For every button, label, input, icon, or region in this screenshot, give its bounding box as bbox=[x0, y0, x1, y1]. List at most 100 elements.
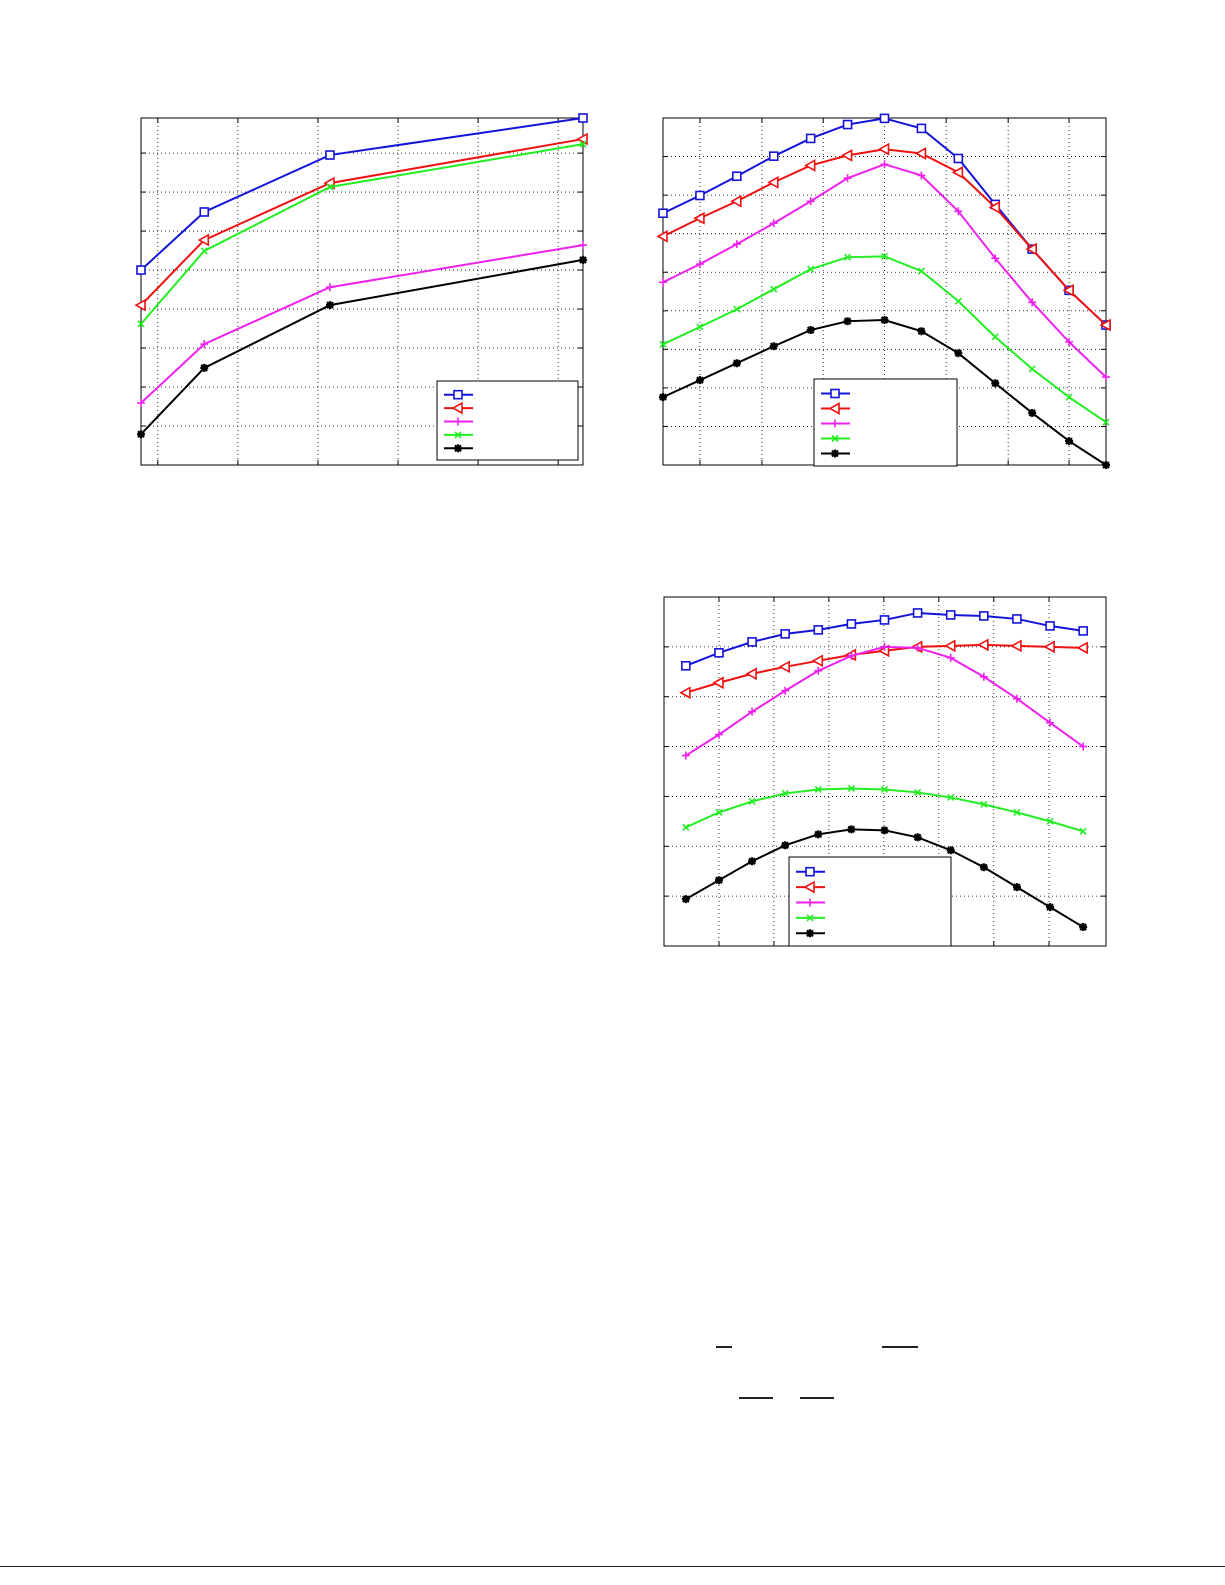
marker-star bbox=[732, 359, 741, 368]
marker-plus bbox=[1046, 718, 1055, 727]
marker-plus bbox=[1028, 298, 1037, 307]
series-line bbox=[140, 138, 584, 306]
marker-star bbox=[806, 929, 814, 938]
marker-plus bbox=[1102, 373, 1110, 382]
marker-triangle bbox=[134, 298, 146, 312]
marker-triangle bbox=[730, 194, 742, 208]
marker-x bbox=[137, 320, 145, 328]
marker-plus bbox=[781, 686, 790, 695]
marker-plus bbox=[806, 898, 814, 907]
marker-triangle bbox=[828, 402, 840, 415]
marker-triangle bbox=[693, 211, 705, 225]
marker-star bbox=[748, 857, 757, 866]
series-4 bbox=[137, 140, 587, 328]
marker-square bbox=[879, 113, 890, 124]
marker-plus bbox=[843, 174, 852, 183]
marker-x bbox=[1065, 393, 1073, 401]
marker-square bbox=[325, 150, 335, 160]
series-3 bbox=[659, 160, 1110, 382]
marker-square bbox=[747, 637, 757, 647]
marker-triangle bbox=[745, 667, 757, 681]
marker-plus bbox=[1012, 694, 1021, 703]
marker-square bbox=[830, 388, 840, 399]
marker-star bbox=[137, 430, 145, 439]
marker-triangle bbox=[451, 401, 463, 415]
marker-plus bbox=[946, 653, 955, 662]
marker-plus bbox=[979, 672, 988, 681]
marker-x bbox=[748, 797, 756, 805]
marker-square bbox=[578, 113, 588, 123]
marker-plus bbox=[806, 197, 815, 206]
legend bbox=[788, 856, 952, 947]
series-5 bbox=[681, 825, 1088, 932]
marker-x bbox=[1013, 808, 1021, 816]
marker-x bbox=[947, 793, 955, 801]
marker-star bbox=[681, 895, 690, 904]
marker-plus bbox=[1079, 742, 1088, 751]
legend bbox=[813, 378, 958, 467]
marker-plus bbox=[714, 730, 723, 739]
marker-square bbox=[842, 119, 853, 130]
marker-plus bbox=[137, 399, 145, 408]
marker-x bbox=[200, 247, 208, 255]
series-5 bbox=[659, 316, 1110, 469]
chart-2 bbox=[656, 113, 1111, 469]
marker-triangle bbox=[988, 201, 1001, 214]
marker-triangle bbox=[778, 660, 790, 674]
series-line bbox=[140, 143, 584, 325]
marker-star bbox=[806, 326, 815, 335]
marker-triangle bbox=[1099, 318, 1111, 332]
marker-square bbox=[813, 625, 824, 635]
fraction-bar bbox=[716, 1346, 732, 1348]
series-line bbox=[140, 244, 584, 404]
marker-plus bbox=[454, 417, 462, 426]
marker-plus bbox=[579, 241, 587, 250]
marker-plus bbox=[748, 707, 757, 716]
marker-triangle bbox=[811, 654, 824, 668]
marker-star bbox=[714, 876, 723, 885]
marker-square bbox=[199, 207, 210, 217]
marker-square bbox=[912, 608, 923, 618]
marker-star bbox=[695, 376, 704, 385]
marker-plus bbox=[325, 283, 334, 292]
marker-square bbox=[768, 151, 779, 161]
marker-square bbox=[681, 661, 691, 671]
marker-x bbox=[781, 789, 789, 798]
marker-plus bbox=[1065, 338, 1074, 347]
marker-square bbox=[1012, 614, 1022, 624]
marker-square bbox=[136, 265, 146, 275]
marker-plus bbox=[732, 240, 741, 249]
marker-plus bbox=[200, 340, 209, 349]
marker-x bbox=[980, 800, 988, 808]
marker-plus bbox=[954, 207, 963, 216]
series-2 bbox=[656, 142, 1111, 332]
marker-x bbox=[696, 323, 704, 331]
marker-plus bbox=[695, 260, 704, 269]
marker-star bbox=[769, 342, 778, 351]
marker-star bbox=[913, 833, 922, 842]
marker-triangle bbox=[840, 149, 853, 162]
fraction-bar bbox=[882, 1346, 918, 1348]
marker-triangle bbox=[944, 639, 956, 653]
marker-triangle bbox=[1076, 641, 1088, 655]
marker-x bbox=[1102, 418, 1110, 426]
marker-star bbox=[1102, 461, 1110, 469]
marker-x bbox=[880, 785, 889, 794]
marker-star bbox=[831, 449, 839, 458]
series-line bbox=[140, 117, 584, 271]
marker-square bbox=[780, 629, 790, 639]
marker-x bbox=[579, 140, 587, 148]
marker-triangle bbox=[1062, 283, 1074, 297]
marker-star bbox=[979, 863, 988, 872]
marker-square bbox=[979, 611, 989, 621]
marker-x bbox=[831, 434, 839, 443]
marker-triangle bbox=[1010, 639, 1022, 653]
marker-star bbox=[843, 317, 852, 326]
marker-star bbox=[1028, 408, 1037, 417]
marker-plus bbox=[659, 278, 667, 287]
marker-star bbox=[325, 301, 334, 310]
marker-square bbox=[945, 610, 956, 620]
marker-triangle bbox=[656, 230, 668, 243]
series-line bbox=[140, 258, 584, 435]
